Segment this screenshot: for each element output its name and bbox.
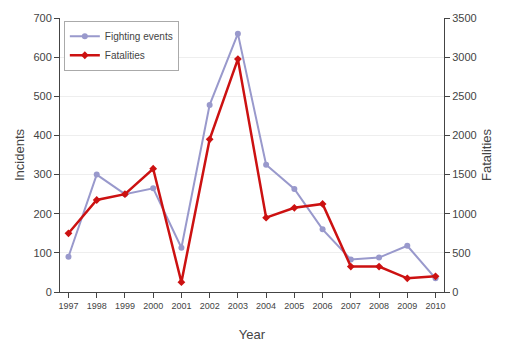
svg-text:Fatalities: Fatalities: [105, 50, 145, 61]
svg-text:500: 500: [33, 90, 51, 102]
svg-text:200: 200: [33, 208, 51, 220]
svg-text:2004: 2004: [256, 301, 276, 311]
svg-text:100: 100: [33, 247, 51, 259]
svg-text:2500: 2500: [452, 90, 476, 102]
svg-text:Fighting events: Fighting events: [105, 31, 173, 42]
svg-text:2000: 2000: [143, 301, 163, 311]
svg-text:500: 500: [452, 247, 470, 259]
svg-text:1998: 1998: [87, 301, 107, 311]
svg-text:2008: 2008: [369, 301, 389, 311]
svg-text:2006: 2006: [313, 301, 333, 311]
svg-text:2009: 2009: [397, 301, 417, 311]
svg-text:Fatalities: Fatalities: [479, 128, 494, 181]
svg-text:0: 0: [46, 286, 52, 298]
svg-text:2010: 2010: [426, 301, 446, 311]
svg-text:1999: 1999: [115, 301, 135, 311]
svg-text:2001: 2001: [171, 301, 191, 311]
svg-text:400: 400: [33, 129, 51, 141]
svg-text:2000: 2000: [452, 129, 476, 141]
svg-text:1000: 1000: [452, 208, 476, 220]
svg-text:700: 700: [33, 12, 51, 24]
svg-text:300: 300: [33, 168, 51, 180]
svg-text:2003: 2003: [228, 301, 248, 311]
svg-text:2005: 2005: [284, 301, 304, 311]
svg-text:0: 0: [452, 286, 458, 298]
svg-text:2002: 2002: [200, 301, 220, 311]
svg-text:1997: 1997: [58, 301, 78, 311]
svg-text:3000: 3000: [452, 51, 476, 63]
svg-text:2007: 2007: [341, 301, 361, 311]
svg-text:1500: 1500: [452, 168, 476, 180]
svg-text:600: 600: [33, 51, 51, 63]
svg-text:3500: 3500: [452, 12, 476, 24]
svg-text:Incidents: Incidents: [12, 128, 27, 181]
svg-text:Year: Year: [239, 327, 266, 342]
